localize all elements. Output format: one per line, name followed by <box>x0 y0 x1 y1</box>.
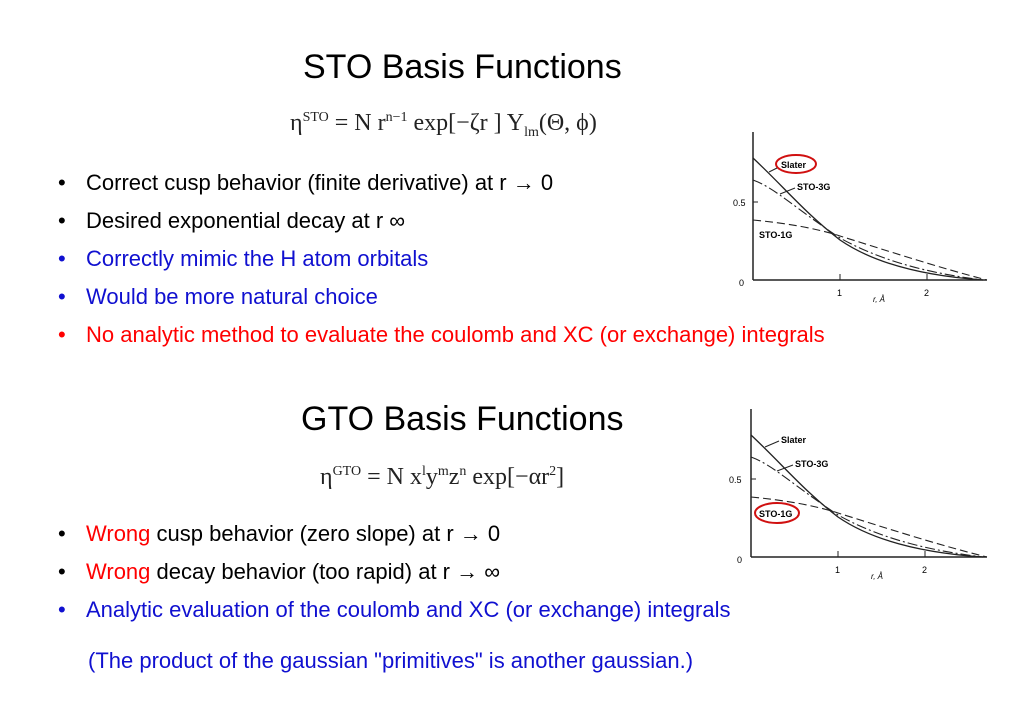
formula-part-b: exp[−ζr ] Y <box>407 110 525 136</box>
sto-bullet: Would be more natural choice <box>54 278 825 316</box>
sto3g-curve <box>750 456 984 558</box>
sto3g-curve <box>752 179 984 281</box>
sto3g-label: STO-3G <box>795 459 828 469</box>
sto1g-label: STO-1G <box>759 230 792 240</box>
sto1g-highlight-ring <box>754 502 800 524</box>
formula-y-sub: lm <box>524 124 539 140</box>
label-leader <box>764 440 780 448</box>
sto1g-curve <box>750 496 988 558</box>
gto-title: GTO Basis Functions <box>301 400 624 438</box>
sto-formula: ηSTO = N rn−1 exp[−ζr ] Ylm(Θ, ϕ) <box>290 110 597 141</box>
x-axis-label: r, Å <box>873 295 885 304</box>
gto-formula: ηGTO = N xlymzn exp[−αr2] <box>320 464 564 491</box>
sto1g-curve <box>752 219 988 281</box>
formula-part-b: exp[−αr <box>466 464 550 490</box>
y-tick-label: 0 <box>737 555 742 565</box>
gto-basis-graph: 0.5 0 1 2 r, Å Slater STO-3G STO-1G <box>729 409 988 581</box>
formula-part-c: (Θ, ϕ) <box>538 110 597 136</box>
bullet-prefix: Wrong <box>86 521 151 546</box>
formula-z-sup: n <box>459 464 467 479</box>
formula-y-sup: m <box>437 464 449 479</box>
x-axis-label: r, Å <box>871 572 883 581</box>
x-tick-label: 2 <box>924 288 929 298</box>
formula-y: y <box>425 464 438 490</box>
slater-label: Slater <box>781 435 807 445</box>
x-tick-label: 1 <box>837 288 842 298</box>
bullet-text: decay behavior (too rapid) at r → ∞ <box>150 559 500 584</box>
formula-eta-sup: GTO <box>332 464 362 479</box>
formula-eta-sup: STO <box>302 110 329 125</box>
sto3g-label: STO-3G <box>797 182 830 192</box>
label-leader <box>779 187 796 195</box>
formula-r-sup: n−1 <box>385 110 408 125</box>
gto-bullet: Analytic evaluation of the coulomb and X… <box>54 591 730 629</box>
formula-part-c: ] <box>556 464 565 490</box>
sto-bullet: Correctly mimic the H atom orbitals <box>54 240 825 278</box>
sto-basis-graph: 0.5 0 1 2 r, Å Slater STO-3G STO-1G <box>733 132 988 304</box>
sto-bullet: Correct cusp behavior (finite derivative… <box>54 164 825 202</box>
y-tick-label: 0.5 <box>733 198 746 208</box>
bullet-prefix: Wrong <box>86 559 151 584</box>
x-tick-label: 1 <box>835 565 840 575</box>
formula-r-sup: 2 <box>549 464 557 479</box>
label-leader <box>768 167 778 173</box>
slater-highlight-ring <box>775 154 817 174</box>
formula-part-a: = N r <box>328 110 386 136</box>
sto1g-label: STO-1G <box>759 509 792 519</box>
sto-title: STO Basis Functions <box>303 48 622 86</box>
formula-part-a: = N x <box>361 464 422 490</box>
sto-bullet: Desired exponential decay at r ∞ <box>54 202 825 240</box>
gto-bullet: Wrong cusp behavior (zero slope) at r → … <box>54 515 730 553</box>
gto-bullet-list: Wrong cusp behavior (zero slope) at r → … <box>54 515 730 629</box>
y-tick-label: 0 <box>739 278 744 288</box>
gto-note: (The product of the gaussian "primitives… <box>88 648 694 673</box>
formula-eta: η <box>320 464 333 490</box>
bullet-text: cusp behavior (zero slope) at r → 0 <box>150 521 501 546</box>
bullet-text: Analytic evaluation of the coulomb and X… <box>86 597 731 622</box>
y-tick-label: 0.5 <box>729 475 742 485</box>
formula-x-sup: l <box>421 464 426 479</box>
sto-bullet: No analytic method to evaluate the coulo… <box>54 316 825 354</box>
formula-z: z <box>448 464 460 490</box>
slater-curve <box>752 157 984 281</box>
x-tick-label: 2 <box>922 565 927 575</box>
slater-label: Slater <box>781 160 807 170</box>
formula-eta: η <box>290 110 303 136</box>
slater-curve <box>750 434 984 558</box>
gto-bullet: Wrong decay behavior (too rapid) at r → … <box>54 553 730 591</box>
label-leader <box>776 464 794 472</box>
sto-bullet-list: Correct cusp behavior (finite derivative… <box>54 164 825 354</box>
